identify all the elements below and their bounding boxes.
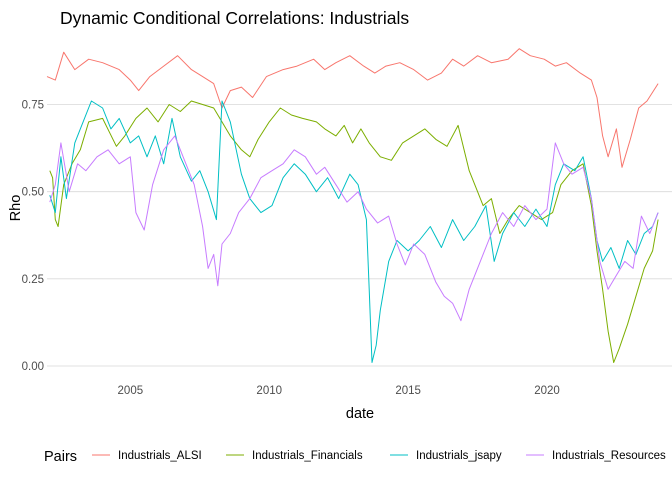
series-line-industrials-resources: [49, 135, 659, 322]
legend-label: Industrials_ALSI: [118, 450, 202, 462]
y-tick-label: 0.50: [22, 187, 44, 199]
series-lines: [46, 48, 659, 363]
legend-label: Industrials_Resources: [552, 450, 666, 462]
x-tick-label: 2005: [118, 385, 144, 397]
legend-key: Industrials_ALSI: [92, 450, 202, 462]
series-line-industrials-financials: [49, 100, 659, 363]
legend-label: Industrials_jsapy: [416, 450, 502, 462]
legend-key: Industrials_jsapy: [390, 450, 502, 462]
x-tick-label: 2020: [534, 385, 560, 397]
legend-key: Industrials_Financials: [226, 450, 363, 462]
series-line-industrials-jsapy: [49, 100, 659, 363]
chart-title: Dynamic Conditional Correlations: Indust…: [60, 8, 409, 28]
legend-items: Industrials_ALSI Industrials_Financials In…: [92, 450, 666, 462]
x-axis-title: date: [346, 406, 374, 422]
legend-key: Industrials_Resources: [526, 450, 666, 462]
y-tick-label: 0.75: [22, 100, 44, 112]
y-axis-ticks: 0.00 0.25 0.50 0.75: [22, 100, 44, 374]
x-tick-label: 2015: [395, 385, 421, 397]
series-line-industrials-alsi: [46, 48, 659, 168]
legend: Pairs Industrials_ALSI Industrials_Financ…: [44, 449, 666, 465]
legend-label: Industrials_Financials: [252, 450, 363, 462]
x-tick-label: 2010: [256, 385, 282, 397]
y-tick-label: 0.00: [22, 361, 44, 373]
y-axis-title: Rho: [8, 195, 24, 222]
y-tick-label: 0.25: [22, 274, 44, 286]
x-axis-ticks: 2005 2010 2015 2020: [118, 385, 560, 397]
legend-title: Pairs: [44, 449, 77, 465]
